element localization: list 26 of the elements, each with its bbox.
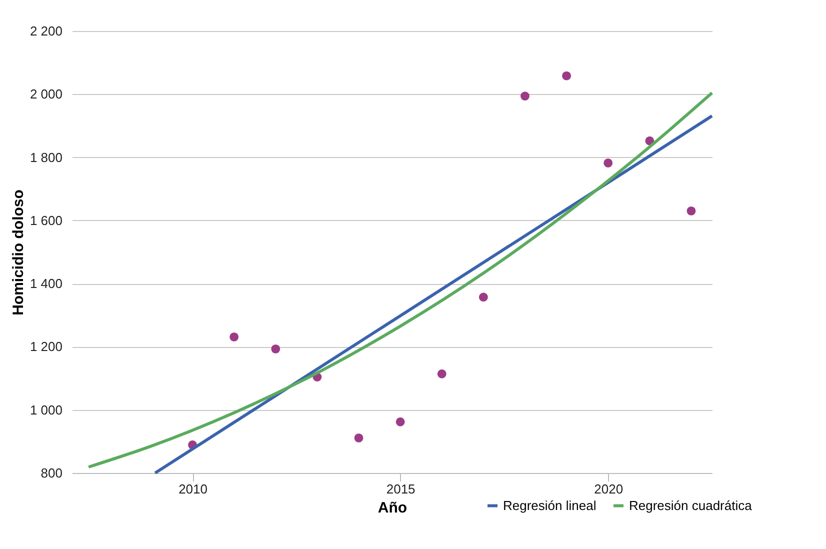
point — [354, 433, 364, 442]
x-tick-label: 2015 — [386, 482, 416, 496]
y-tick-label: 1 000 — [30, 402, 62, 418]
x-axis-title: Año — [378, 500, 408, 516]
point — [396, 417, 405, 426]
point — [604, 158, 613, 168]
y-tick-label: 2 200 — [30, 24, 62, 38]
point — [520, 92, 530, 100]
y-axis-title: Homicidio doloso — [10, 190, 27, 316]
point — [562, 71, 572, 80]
x-tick-label: 2020 — [594, 482, 624, 496]
point — [271, 344, 280, 354]
y-tick-label: 2 000 — [30, 86, 62, 102]
point — [230, 332, 239, 342]
y-tick-label: 1 600 — [30, 212, 62, 228]
y-tick-label: 800 — [40, 466, 62, 480]
y-tick-label: 1 800 — [30, 150, 62, 165]
point — [686, 206, 696, 216]
legend-label: Regresión lineal — [503, 498, 596, 513]
legend-label: Regresión cuadrática — [629, 498, 753, 513]
y-tick-label: 1 400 — [30, 276, 62, 292]
line-series — [87, 91, 714, 468]
point — [437, 369, 446, 378]
y-tick-label: 1 200 — [30, 339, 62, 354]
x-tick-label: 2010 — [178, 482, 208, 496]
point — [478, 292, 488, 302]
